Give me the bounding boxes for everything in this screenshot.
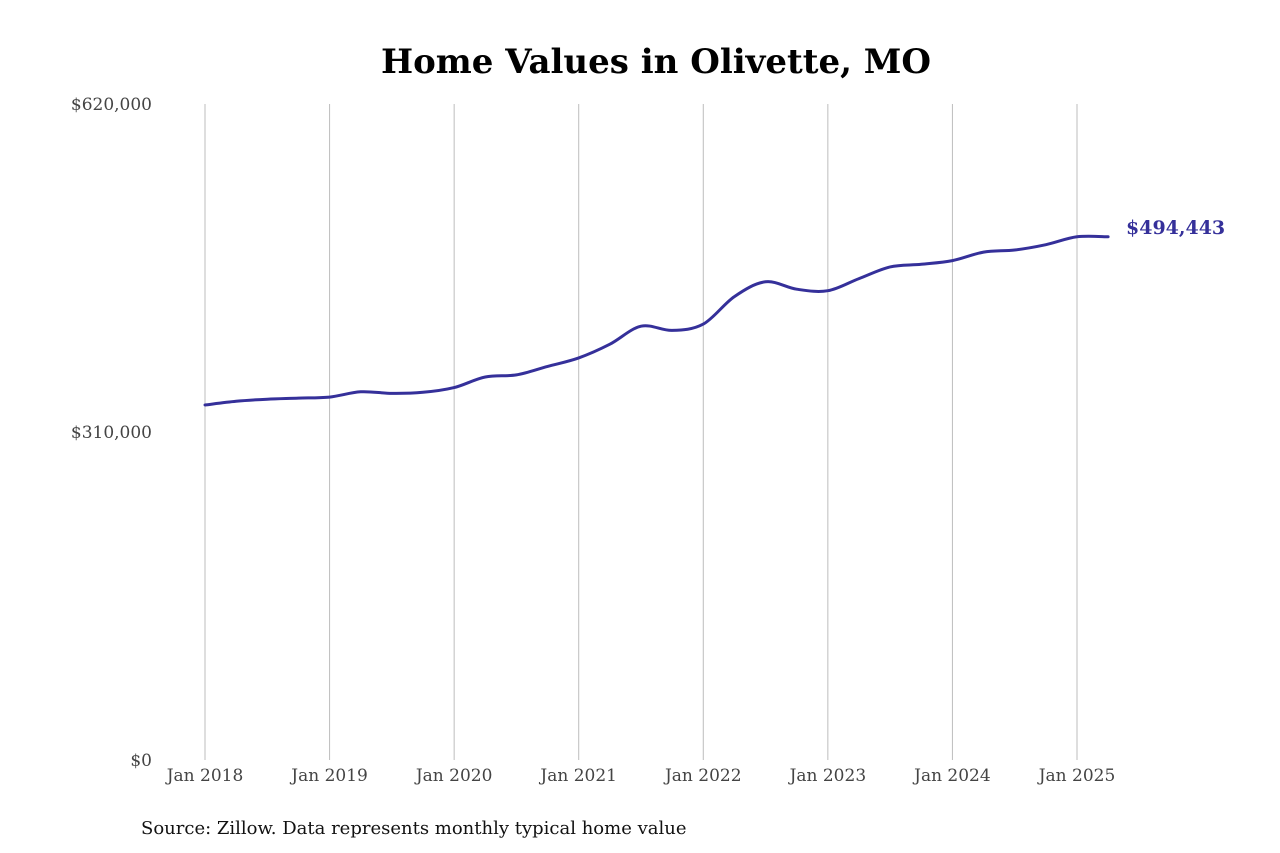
x-tick-label: Jan 2023 [788,766,867,786]
y-tick-label: $310,000 [71,423,152,443]
x-tick-label: Jan 2019 [289,766,368,786]
x-tick-label: Jan 2020 [414,766,493,786]
x-tick-label: Jan 2018 [165,766,244,786]
y-tick-label: $0 [130,751,152,771]
y-axis-ticks: $0 $310,000 $620,000 [71,95,152,771]
x-tick-label: Jan 2021 [538,766,617,786]
end-value-label: $494,443 [1126,217,1225,239]
source-note: Source: Zillow. Data represents monthly … [141,818,687,839]
x-axis-ticks: Jan 2018 Jan 2019 Jan 2020 Jan 2021 Jan 2022… [165,766,1116,786]
chart-title: Home Values in Olivette, MO [381,42,931,82]
series-layer [203,234,1110,407]
y-tick-label: $620,000 [71,95,152,115]
series-line [203,234,1110,407]
gridlines [204,104,1078,760]
x-tick-label: Jan 2025 [1037,766,1116,786]
x-tick-label: Jan 2024 [912,766,991,786]
x-tick-label: Jan 2022 [663,766,742,786]
